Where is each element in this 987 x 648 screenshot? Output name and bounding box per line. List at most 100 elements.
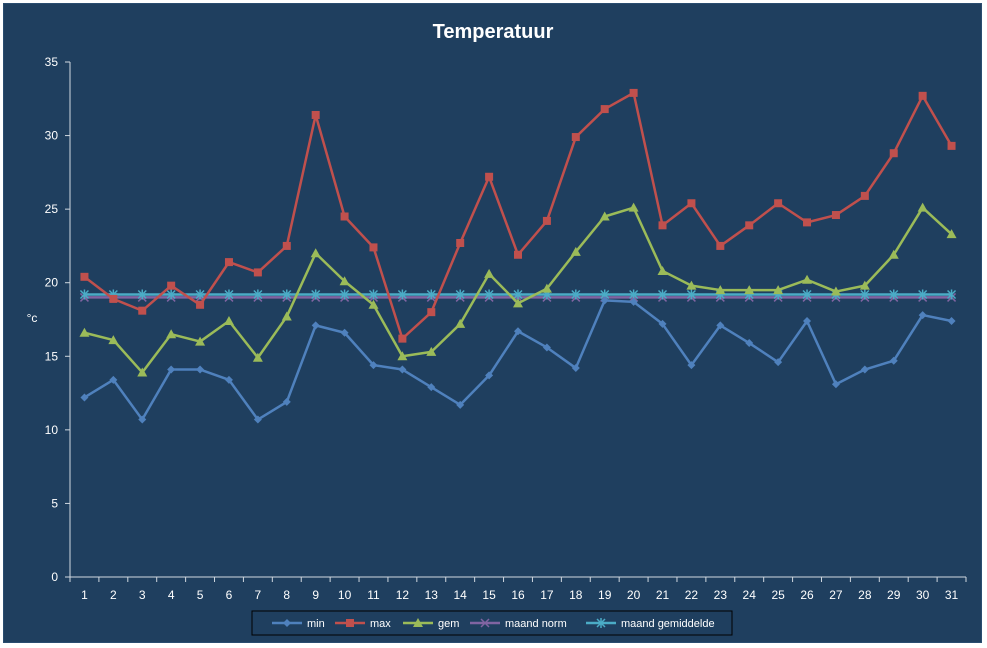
point-min (456, 400, 465, 409)
point-gem (888, 249, 899, 259)
point-max (918, 91, 927, 100)
point-min (716, 321, 725, 330)
x-tick-label: 13 (425, 588, 439, 602)
y-tick-label: 20 (45, 276, 59, 290)
point-maand-gemiddelde (282, 289, 292, 300)
point-min (687, 361, 696, 370)
point-gem (137, 367, 148, 377)
point-max (803, 218, 812, 227)
x-tick-label: 3 (139, 588, 146, 602)
point-gem (657, 265, 668, 275)
point-max (485, 172, 494, 181)
point-maand-gemiddelde (311, 289, 321, 300)
point-maand-gemiddelde (166, 289, 176, 300)
point-min (369, 361, 378, 370)
point-gem (79, 327, 90, 337)
x-tick-label: 7 (255, 588, 262, 602)
point-min (889, 356, 898, 365)
x-tick-label: 25 (771, 588, 785, 602)
point-gem (310, 248, 321, 258)
point-gem (830, 286, 841, 296)
series-min (80, 296, 956, 424)
x-tick-label: 17 (540, 588, 554, 602)
legend-label: maand gemiddelde (621, 618, 715, 630)
point-max (514, 250, 522, 259)
point-gem (744, 285, 755, 295)
point-min (629, 297, 638, 306)
point-max (889, 149, 898, 158)
point-max (167, 281, 176, 290)
x-tick-label: 19 (598, 588, 612, 602)
legend-swatch-marker (346, 619, 354, 627)
point-max (138, 306, 147, 315)
point-min (253, 415, 262, 424)
point-gem (773, 285, 784, 295)
point-min (80, 393, 89, 402)
point-min (774, 358, 783, 367)
x-tick-label: 21 (656, 588, 670, 602)
point-maand-gemiddelde (137, 289, 147, 300)
point-min (282, 397, 291, 406)
point-max (687, 199, 696, 208)
x-tick-label: 10 (338, 588, 352, 602)
x-tick-label: 14 (454, 588, 468, 602)
legend-swatch-marker (283, 619, 291, 627)
legend-item-maand-norm: maand norm (470, 618, 567, 630)
y-axis-label: °c (27, 311, 38, 325)
chart-title: Temperatuur (433, 21, 554, 43)
legend-item-gem: gem (403, 618, 459, 630)
point-maand-gemiddelde (368, 289, 379, 300)
point-min (542, 343, 551, 352)
x-tick-label: 27 (829, 588, 843, 602)
point-max (427, 308, 436, 317)
point-min (196, 365, 205, 374)
series-layer (79, 88, 957, 424)
point-maand-gemiddelde (571, 289, 581, 300)
point-maand-gemiddelde (79, 289, 89, 300)
x-tick-label: 11 (367, 588, 380, 602)
point-min (224, 375, 233, 384)
legend-label: max (370, 618, 391, 630)
point-gem (368, 299, 379, 309)
y-tick-label: 0 (51, 570, 58, 584)
x-tick-label: 20 (627, 588, 641, 602)
point-min (745, 339, 754, 348)
legend-label: maand norm (505, 618, 567, 630)
point-min (311, 321, 320, 330)
point-gem (570, 246, 581, 256)
point-gem (195, 336, 206, 346)
point-gem (281, 311, 292, 321)
point-max (716, 241, 725, 250)
point-gem (859, 280, 870, 290)
point-gem (426, 346, 437, 356)
x-tick-label: 15 (482, 588, 496, 602)
point-min (340, 328, 349, 337)
point-maand-gemiddelde (918, 289, 928, 300)
point-min (803, 316, 812, 325)
x-tick-label: 2 (110, 588, 117, 602)
point-gem (541, 283, 552, 293)
point-maand-gemiddelde (860, 289, 870, 300)
point-min (918, 311, 927, 320)
y-tick-label: 30 (45, 129, 59, 143)
x-tick-label: 23 (714, 588, 728, 602)
series-line-min (83, 299, 952, 421)
point-max (311, 110, 320, 119)
point-min (831, 380, 840, 389)
point-max (947, 141, 956, 150)
legend-label: gem (438, 618, 459, 630)
point-max (224, 258, 233, 267)
point-max (860, 191, 869, 200)
point-maand-gemiddelde (513, 289, 523, 300)
point-gem (802, 274, 813, 284)
x-tick-label: 26 (800, 588, 814, 602)
point-max (340, 212, 349, 221)
point-maand-gemiddelde (947, 289, 957, 300)
x-tick-label: 29 (887, 588, 901, 602)
legend-box (251, 610, 733, 636)
point-min (138, 415, 147, 424)
point-maand-gemiddelde (657, 289, 668, 300)
legend-item-max: max (335, 618, 391, 630)
legend-label: min (307, 618, 325, 630)
point-gem (686, 280, 697, 290)
